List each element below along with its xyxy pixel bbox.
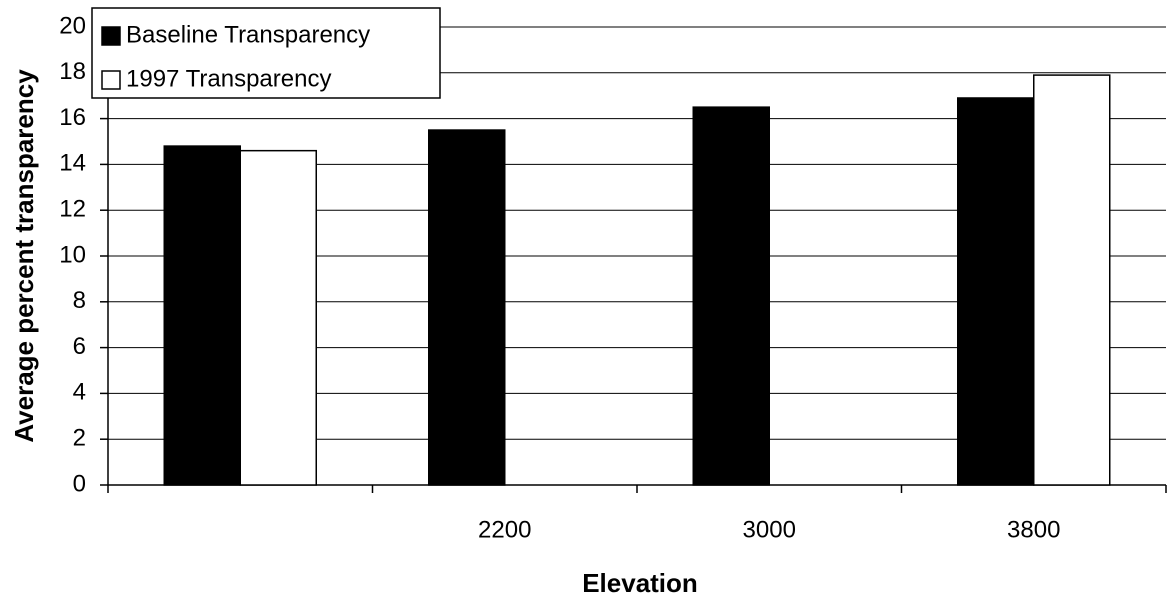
x-axis-title: Elevation [582, 568, 698, 598]
y-axis-title: Average percent transparency [9, 69, 39, 443]
y-tick-label: 2 [73, 425, 86, 452]
bar [692, 106, 770, 486]
bar [239, 149, 317, 486]
bar [163, 145, 241, 486]
legend-label: Baseline Transparency [126, 21, 370, 48]
y-tick-label: 8 [73, 287, 86, 314]
y-tick-label: 12 [59, 196, 86, 223]
x-tick-label: 3800 [1007, 516, 1060, 543]
x-tick-label: 2200 [478, 516, 531, 543]
bar [1033, 74, 1111, 486]
y-tick-label: 16 [59, 104, 86, 131]
y-tick-label: 18 [59, 58, 86, 85]
y-tick-label: 10 [59, 241, 86, 268]
y-tick-label: 6 [73, 333, 86, 360]
legend-label: 1997 Transparency [126, 65, 331, 92]
legend-swatch [101, 26, 121, 46]
y-tick-label: 20 [59, 12, 86, 39]
x-tick-label: 3000 [743, 516, 796, 543]
bar [428, 129, 506, 486]
y-tick-label: 4 [73, 379, 86, 406]
legend-box [91, 7, 441, 99]
y-tick-label: 14 [59, 150, 86, 177]
y-tick-label: 0 [73, 470, 86, 497]
legend-swatch [101, 70, 121, 90]
bar [957, 97, 1035, 486]
